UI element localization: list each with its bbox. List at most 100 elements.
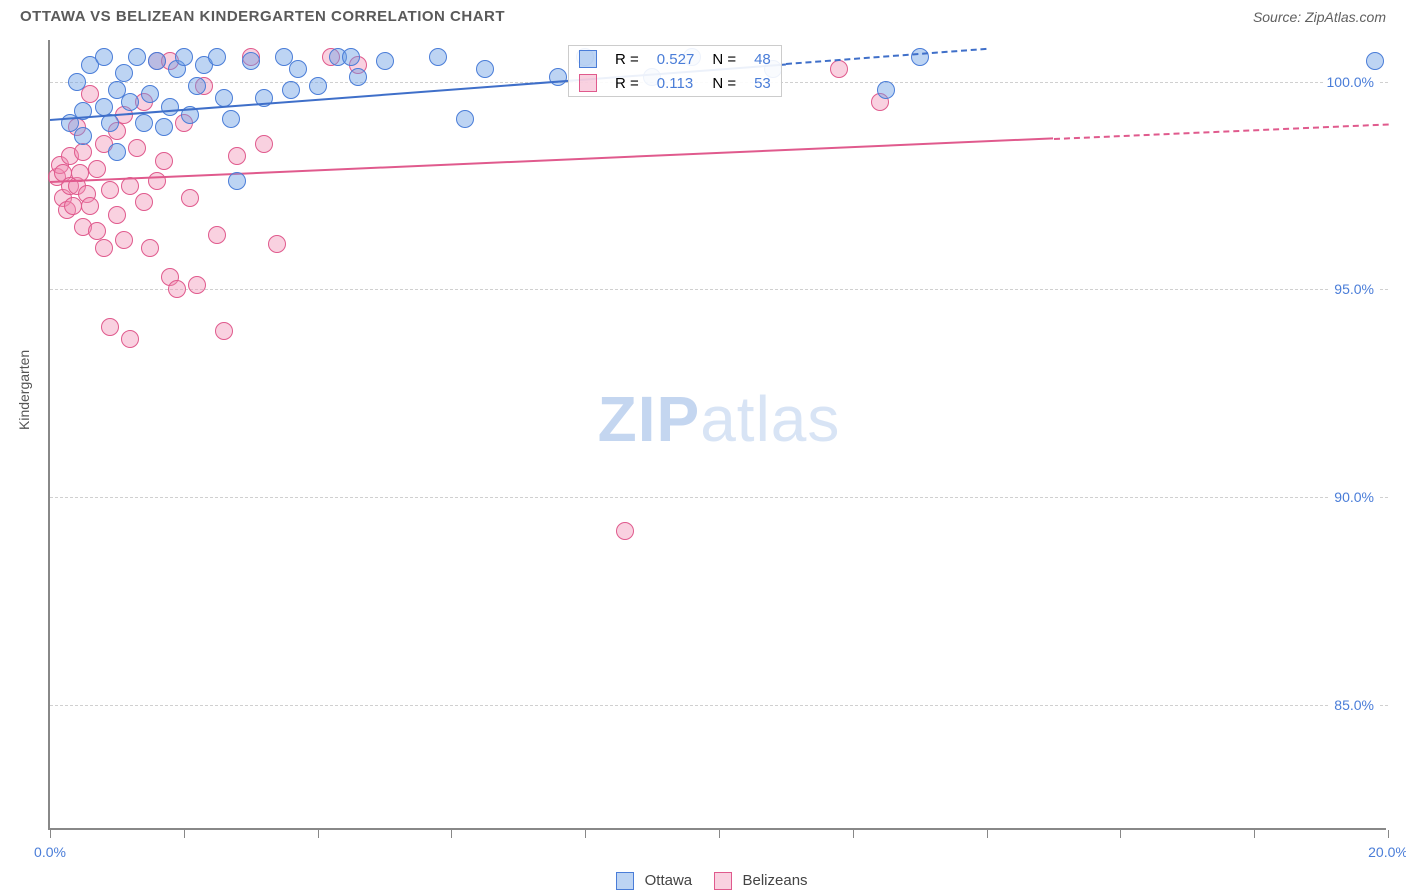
ottawa-point	[135, 114, 153, 132]
chart-source: Source: ZipAtlas.com	[1253, 9, 1386, 25]
ottawa-point	[342, 48, 360, 66]
stats-row-belizeans: R = 0.113 N = 53	[571, 72, 779, 94]
belizeans-point	[108, 206, 126, 224]
r-value-ottawa: 0.527	[649, 48, 703, 70]
y-tick-label: 100.0%	[1323, 74, 1378, 90]
x-tick	[1388, 830, 1389, 838]
belizeans-point	[135, 193, 153, 211]
ottawa-point	[188, 77, 206, 95]
n-value-ottawa: 48	[746, 48, 779, 70]
x-tick	[853, 830, 854, 838]
belizeans-point	[616, 522, 634, 540]
x-tick	[719, 830, 720, 838]
ottawa-point	[429, 48, 447, 66]
r-value-belizeans: 0.113	[649, 72, 703, 94]
r-label-ottawa: R =	[607, 48, 647, 70]
legend-swatch-ottawa	[616, 872, 634, 890]
ottawa-point	[161, 98, 179, 116]
belizeans-point	[81, 197, 99, 215]
ottawa-point	[175, 48, 193, 66]
belizeans-point	[181, 189, 199, 207]
ottawa-point	[95, 98, 113, 116]
n-value-belizeans: 53	[746, 72, 779, 94]
watermark-zip: ZIP	[598, 383, 701, 455]
belizeans-point	[74, 143, 92, 161]
belizeans-point	[88, 222, 106, 240]
ottawa-point	[456, 110, 474, 128]
ottawa-point	[549, 68, 567, 86]
x-tick-label: 0.0%	[34, 844, 66, 860]
x-tick-label: 20.0%	[1368, 844, 1406, 860]
belizeans-point	[168, 280, 186, 298]
ottawa-point	[95, 48, 113, 66]
legend-swatch-belizeans	[714, 872, 732, 890]
x-tick	[585, 830, 586, 838]
belizeans-point	[215, 322, 233, 340]
ottawa-point	[289, 60, 307, 78]
n-label-belizeans: N =	[704, 72, 744, 94]
y-tick-label: 90.0%	[1330, 489, 1378, 505]
belizeans-point	[88, 160, 106, 178]
y-axis-label: Kindergarten	[16, 350, 32, 430]
belizeans-point	[830, 60, 848, 78]
x-tick	[451, 830, 452, 838]
belizeans-point	[255, 135, 273, 153]
ottawa-point	[208, 48, 226, 66]
ottawa-point	[74, 127, 92, 145]
belizeans-trendline	[1053, 123, 1388, 140]
plot-area: ZIPatlas 85.0%90.0%95.0%100.0%0.0%20.0%	[50, 40, 1388, 830]
x-tick	[318, 830, 319, 838]
legend-label-ottawa: Ottawa	[645, 872, 693, 889]
x-tick	[1120, 830, 1121, 838]
belizeans-point	[121, 330, 139, 348]
gridline-h	[50, 497, 1388, 498]
x-tick	[1254, 830, 1255, 838]
belizeans-point	[141, 239, 159, 257]
belizeans-point	[101, 318, 119, 336]
stats-legend: R = 0.527 N = 48 R = 0.113 N = 53	[568, 45, 782, 97]
swatch-ottawa	[579, 50, 597, 68]
belizeans-point	[188, 276, 206, 294]
ottawa-point	[376, 52, 394, 70]
ottawa-point	[115, 64, 133, 82]
ottawa-point	[222, 110, 240, 128]
gridline-h	[50, 705, 1388, 706]
legend-label-belizeans: Belizeans	[743, 872, 808, 889]
belizeans-point	[128, 139, 146, 157]
ottawa-point	[242, 52, 260, 70]
ottawa-point	[68, 73, 86, 91]
chart-plot-frame: ZIPatlas 85.0%90.0%95.0%100.0%0.0%20.0% …	[48, 40, 1386, 830]
r-label-belizeans: R =	[607, 72, 647, 94]
chart-title: OTTAWA VS BELIZEAN KINDERGARTEN CORRELAT…	[20, 8, 505, 25]
n-label-ottawa: N =	[704, 48, 744, 70]
ottawa-point	[349, 68, 367, 86]
belizeans-point	[208, 226, 226, 244]
x-tick	[50, 830, 51, 838]
belizeans-trendline	[50, 138, 1054, 184]
belizeans-point	[268, 235, 286, 253]
ottawa-trendline	[786, 48, 987, 65]
swatch-belizeans	[579, 74, 597, 92]
ottawa-point	[282, 81, 300, 99]
belizeans-point	[115, 231, 133, 249]
stats-row-ottawa: R = 0.527 N = 48	[571, 48, 779, 70]
watermark: ZIPatlas	[598, 382, 841, 456]
y-tick-label: 95.0%	[1330, 281, 1378, 297]
x-tick	[987, 830, 988, 838]
ottawa-point	[141, 85, 159, 103]
watermark-atlas: atlas	[700, 383, 840, 455]
x-tick	[184, 830, 185, 838]
ottawa-point	[121, 93, 139, 111]
belizeans-point	[228, 147, 246, 165]
ottawa-point	[228, 172, 246, 190]
ottawa-point	[128, 48, 146, 66]
ottawa-point	[155, 118, 173, 136]
bottom-legend: Ottawa Belizeans	[0, 872, 1406, 890]
ottawa-point	[911, 48, 929, 66]
ottawa-point	[877, 81, 895, 99]
belizeans-point	[95, 239, 113, 257]
ottawa-point	[148, 52, 166, 70]
ottawa-point	[108, 143, 126, 161]
belizeans-point	[155, 152, 173, 170]
ottawa-point	[309, 77, 327, 95]
